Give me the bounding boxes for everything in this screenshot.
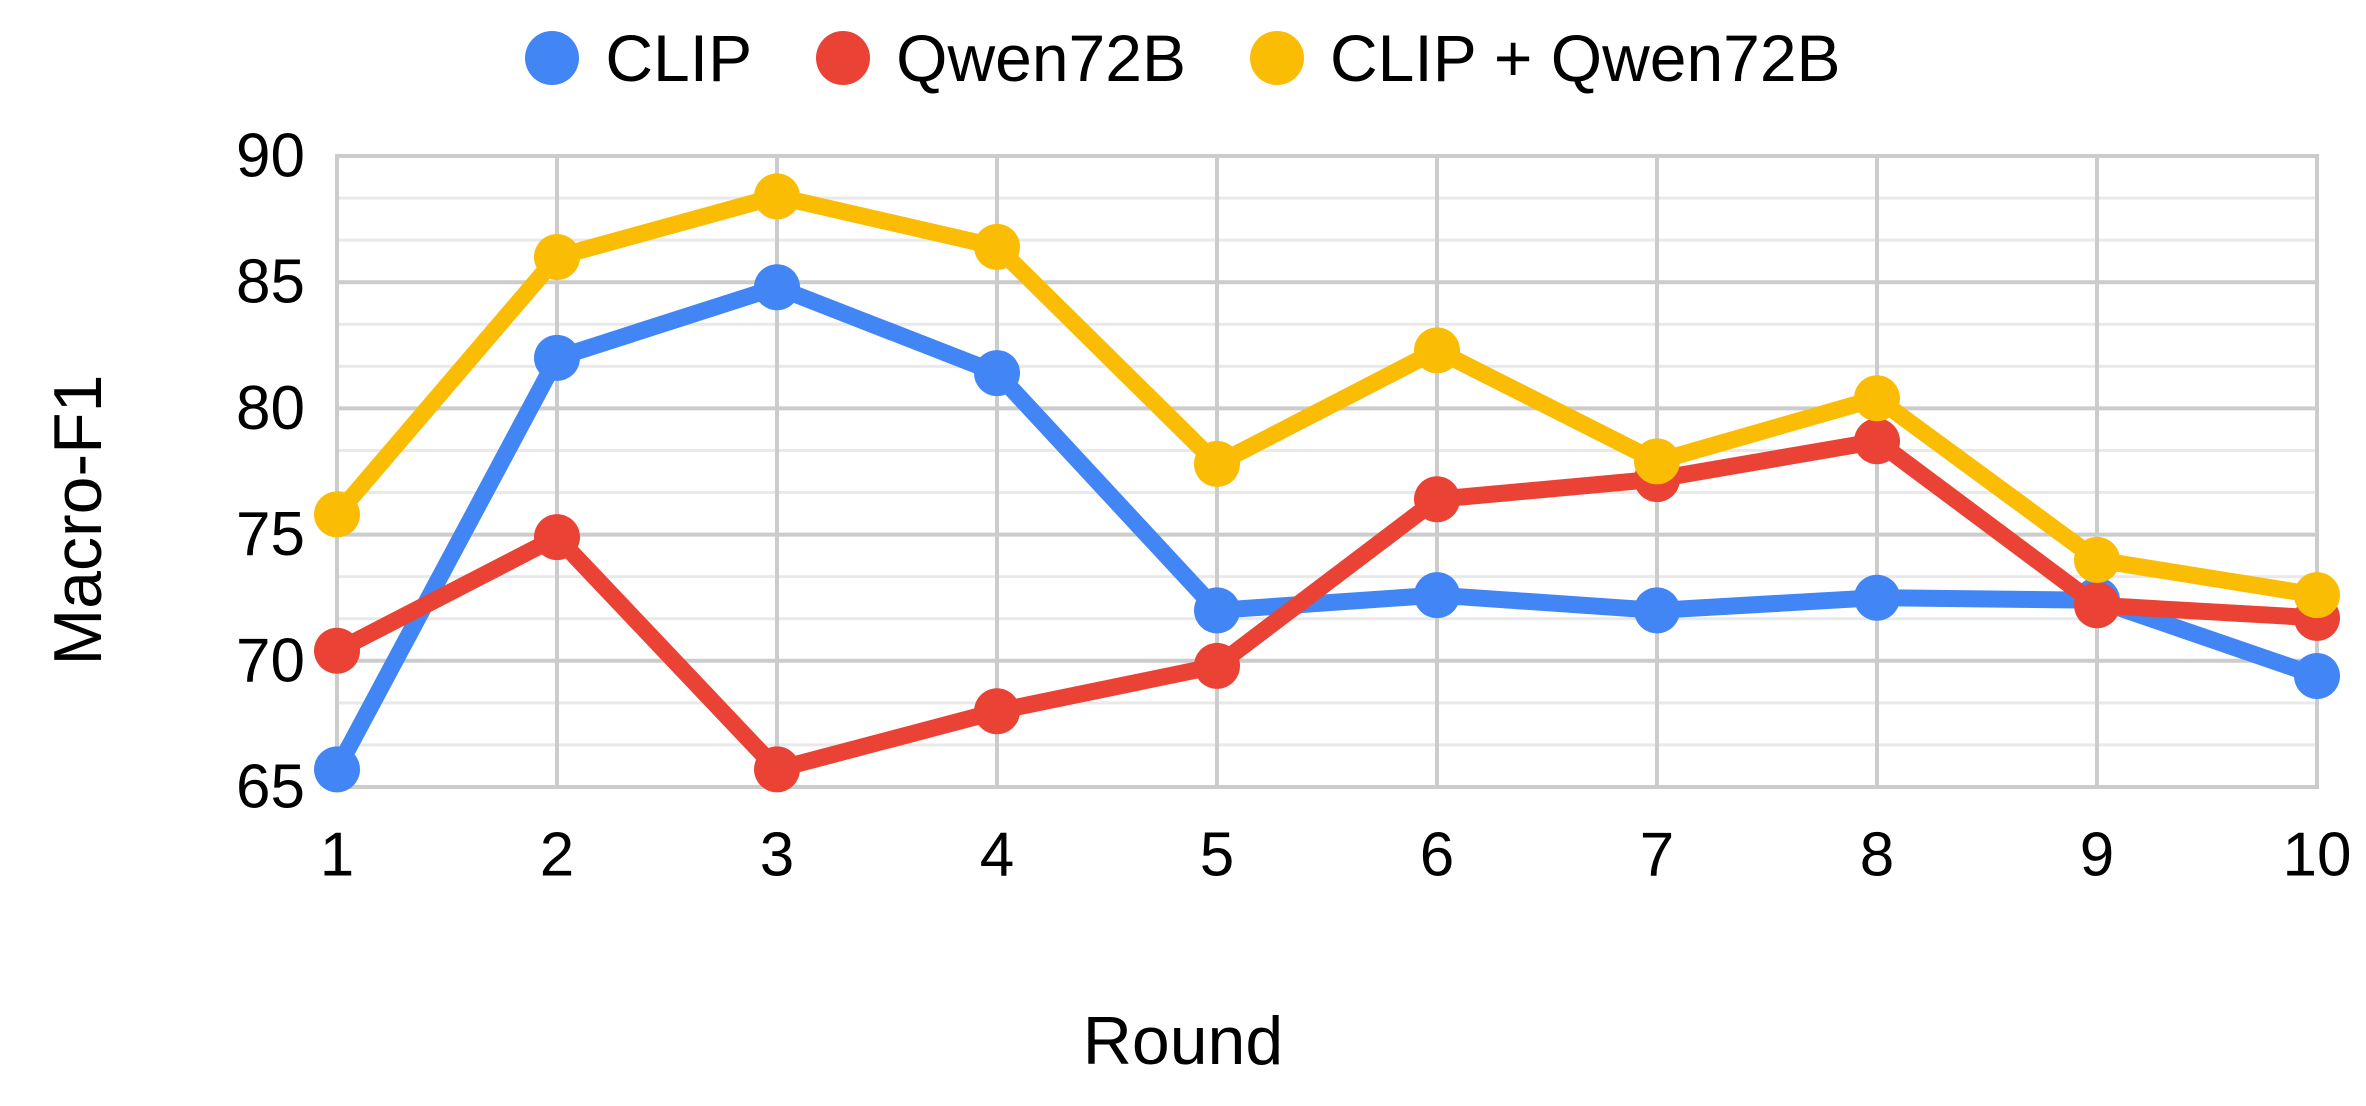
data-point-s1-r5 (1194, 642, 1240, 689)
x-axis-title: Round (1082, 1003, 1284, 1079)
data-point-s2-r7 (1634, 438, 1680, 485)
y-tick-label: 90 (236, 122, 305, 191)
data-point-s2-r8 (1854, 375, 1900, 422)
legend-swatch-qwen72b-icon (816, 31, 871, 85)
legend-label-clip: CLIP (605, 21, 753, 95)
legend-label-clip-qwen72b: CLIP + Qwen72B (1329, 21, 1841, 95)
series-line-2 (328, 187, 2326, 604)
legend-item-clip-qwen72b: CLIP + Qwen72B (1249, 21, 1841, 95)
data-point-s1-r3 (754, 746, 800, 793)
x-tick-label: 8 (1860, 821, 1894, 890)
legend-swatch-clip-icon (525, 31, 580, 85)
plot-border (335, 154, 2319, 789)
data-point-s2-r5 (1194, 440, 1240, 487)
y-tick-label: 80 (236, 374, 305, 443)
x-tick-label: 4 (980, 821, 1014, 890)
data-point-s0-r7 (1634, 587, 1680, 634)
x-tick-label: 10 (2283, 821, 2352, 890)
data-point-s1-r6 (1414, 476, 1460, 523)
data-point-s2-r10 (2294, 572, 2340, 619)
series-line-0 (328, 278, 2326, 778)
data-point-s0-r2 (534, 334, 580, 381)
legend-item-clip: CLIP (525, 25, 752, 91)
data-point-s2-r9 (2074, 536, 2120, 583)
data-point-s0-r1 (314, 746, 360, 793)
x-tick-label: 9 (2080, 821, 2114, 890)
x-tick-label: 1 (320, 821, 354, 890)
x-tick-label: 2 (540, 821, 574, 890)
y-tick-label: 85 (236, 248, 305, 317)
legend-item-qwen72b: Qwen72B (816, 25, 1186, 91)
data-point-s1-r9 (2074, 582, 2120, 629)
legend: CLIP Qwen72B CLIP + Qwen72B (0, 14, 2366, 102)
legend-label-qwen72b: Qwen72B (896, 21, 1186, 95)
x-tick-label: 6 (1420, 821, 1454, 890)
y-tick-label: 75 (236, 500, 305, 569)
data-point-s2-r2 (534, 233, 580, 280)
data-point-s0-r8 (1854, 574, 1900, 621)
data-point-s0-r3 (754, 264, 800, 311)
x-tick-label: 5 (1200, 821, 1234, 890)
data-point-s2-r4 (974, 223, 1020, 270)
data-point-s0-r6 (1414, 572, 1460, 619)
legend-swatch-clip-qwen72b-icon (1249, 31, 1304, 85)
x-tick-label: 7 (1640, 821, 1674, 890)
data-point-s2-r3 (754, 173, 800, 220)
y-axis-title: Macro-F1 (40, 374, 116, 666)
data-point-s1-r8 (1854, 418, 1900, 465)
data-point-s2-r1 (314, 491, 360, 538)
y-tick-label: 70 (236, 626, 305, 695)
data-point-s2-r6 (1414, 327, 1460, 374)
y-tick-label: 65 (236, 753, 305, 822)
series-line-1 (328, 432, 2326, 778)
data-point-s0-r10 (2294, 652, 2340, 699)
data-point-s1-r1 (314, 627, 360, 674)
x-tick-label: 3 (760, 821, 794, 890)
data-point-s1-r4 (974, 688, 1020, 735)
data-point-s1-r2 (534, 514, 580, 561)
data-point-s0-r4 (974, 350, 1020, 397)
data-point-s0-r5 (1194, 587, 1240, 634)
